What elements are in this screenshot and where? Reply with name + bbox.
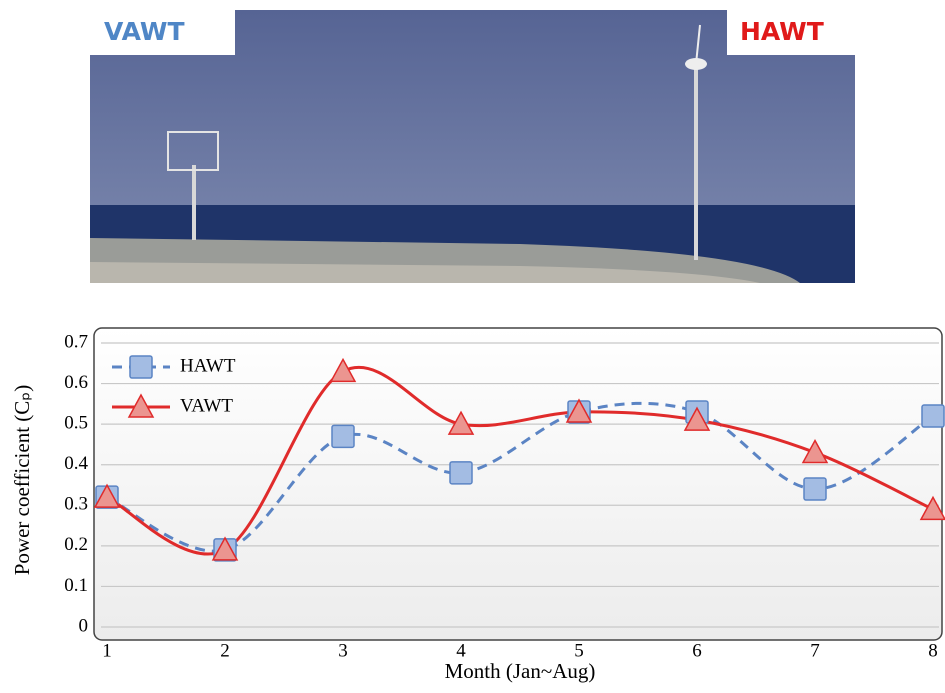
photo-label: VAWT xyxy=(104,17,185,46)
seawall-top xyxy=(90,262,760,283)
y-tick-label: 0 xyxy=(79,615,89,636)
x-axis-label: Month (Jan~Aug) xyxy=(445,659,596,683)
x-tick-label: 4 xyxy=(456,640,466,661)
legend-marker xyxy=(127,393,155,418)
photo-label: HAWT xyxy=(740,17,824,46)
y-axis-label: Power coefficient (Cₚ) xyxy=(10,385,34,576)
y-tick-label: 0.7 xyxy=(64,331,88,352)
marker xyxy=(919,495,945,521)
x-tick-label: 5 xyxy=(574,640,584,661)
marker xyxy=(449,461,473,485)
x-tick-label: 8 xyxy=(928,640,938,661)
y-tick-label: 0.1 xyxy=(64,575,88,596)
vawt-rotor xyxy=(167,131,219,171)
marker xyxy=(803,477,827,501)
photo: VAWT HAWT xyxy=(90,10,855,283)
marker xyxy=(211,536,239,561)
label-box xyxy=(90,10,235,55)
y-tick-label: 0.5 xyxy=(64,413,88,434)
y-tick-label: 0.4 xyxy=(64,453,88,474)
marker xyxy=(801,438,829,464)
x-tick-label: 3 xyxy=(338,640,348,661)
y-tick-label: 0.6 xyxy=(64,372,88,393)
x-tick-label: 2 xyxy=(220,640,230,661)
marker xyxy=(565,398,593,423)
marker xyxy=(921,404,945,428)
x-tick-label: 1 xyxy=(102,640,112,661)
hawt-blade xyxy=(695,24,701,65)
y-tick-label: 0.2 xyxy=(64,534,88,555)
x-tick-label: 6 xyxy=(692,640,702,661)
marker xyxy=(447,410,475,435)
vawt-pole xyxy=(192,165,196,240)
marker xyxy=(329,357,357,383)
marker xyxy=(93,483,121,508)
plot-frame xyxy=(93,327,943,641)
marker xyxy=(683,406,711,431)
y-tick-label: 0.3 xyxy=(64,494,88,515)
legend-label: VAWT xyxy=(180,395,233,416)
series-line xyxy=(106,401,934,553)
x-tick-label: 7 xyxy=(810,640,820,661)
marker xyxy=(331,424,355,449)
label-box xyxy=(727,10,855,55)
legend-label: HAWT xyxy=(180,355,236,376)
hawt-pole xyxy=(694,62,698,260)
legend-marker xyxy=(129,355,153,379)
